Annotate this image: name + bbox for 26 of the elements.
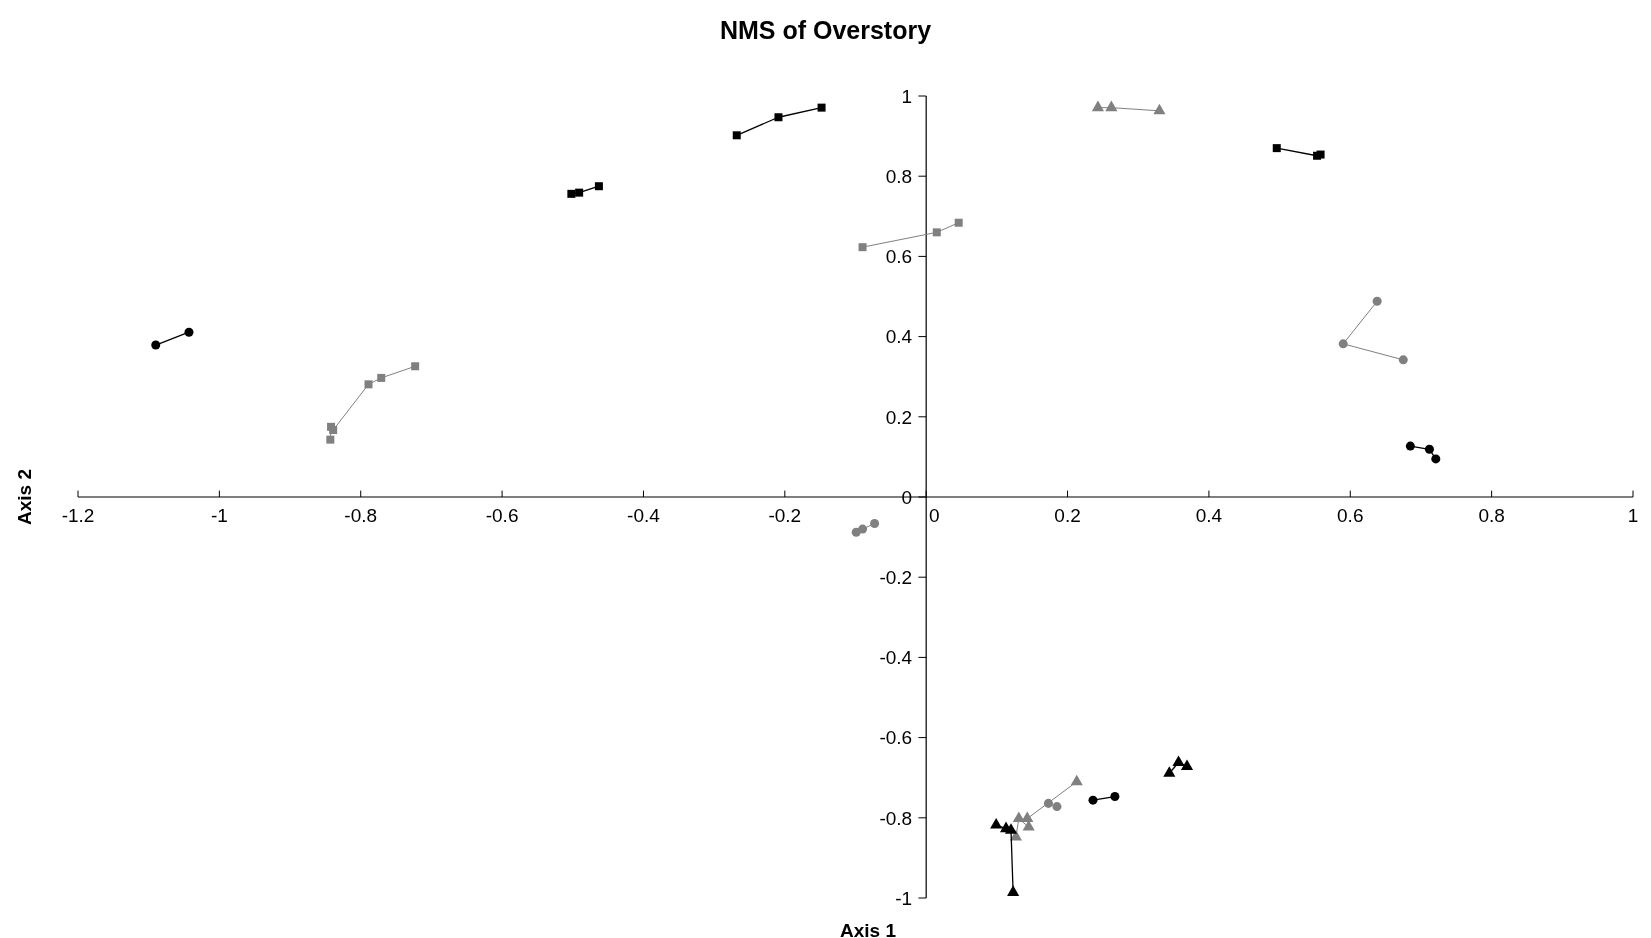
x-tick-label: 0.2 (1054, 505, 1081, 527)
y-tick-label: -0.8 (879, 807, 913, 829)
x-tick-label: 1 (1627, 505, 1639, 527)
chart-title: NMS of Overstory (718, 16, 933, 45)
x-tick-label: -0.4 (627, 505, 661, 527)
x-tick-label: -0.2 (768, 505, 802, 527)
x-tick-label: -1 (210, 505, 228, 527)
y-tick-label: 0.2 (885, 406, 913, 428)
x-tick-label: 0.8 (1478, 505, 1505, 527)
y-tick-label: 0.4 (885, 326, 913, 348)
y-tick-label: 0.6 (885, 246, 913, 268)
y-tick-label: -0.6 (879, 727, 913, 749)
x-tick-label: 0.6 (1337, 505, 1364, 527)
x-tick-label: -1.2 (61, 505, 95, 527)
x-axis-title: Axis 1 (839, 920, 897, 938)
y-axis-title: Axis 2 (14, 468, 36, 527)
x-tick-label: -0.6 (485, 505, 519, 527)
x-tick-label: 0 (928, 505, 940, 527)
y-tick-label: -1 (895, 887, 913, 909)
y-tick-label: 0 (901, 486, 913, 508)
y-tick-label: 1 (901, 85, 913, 107)
x-tick-label: -0.8 (344, 505, 378, 527)
y-tick-label: 0.8 (885, 165, 913, 187)
y-tick-label: -0.2 (879, 566, 913, 588)
x-tick-label: 0.4 (1195, 505, 1223, 527)
y-tick-label: -0.4 (879, 647, 913, 669)
